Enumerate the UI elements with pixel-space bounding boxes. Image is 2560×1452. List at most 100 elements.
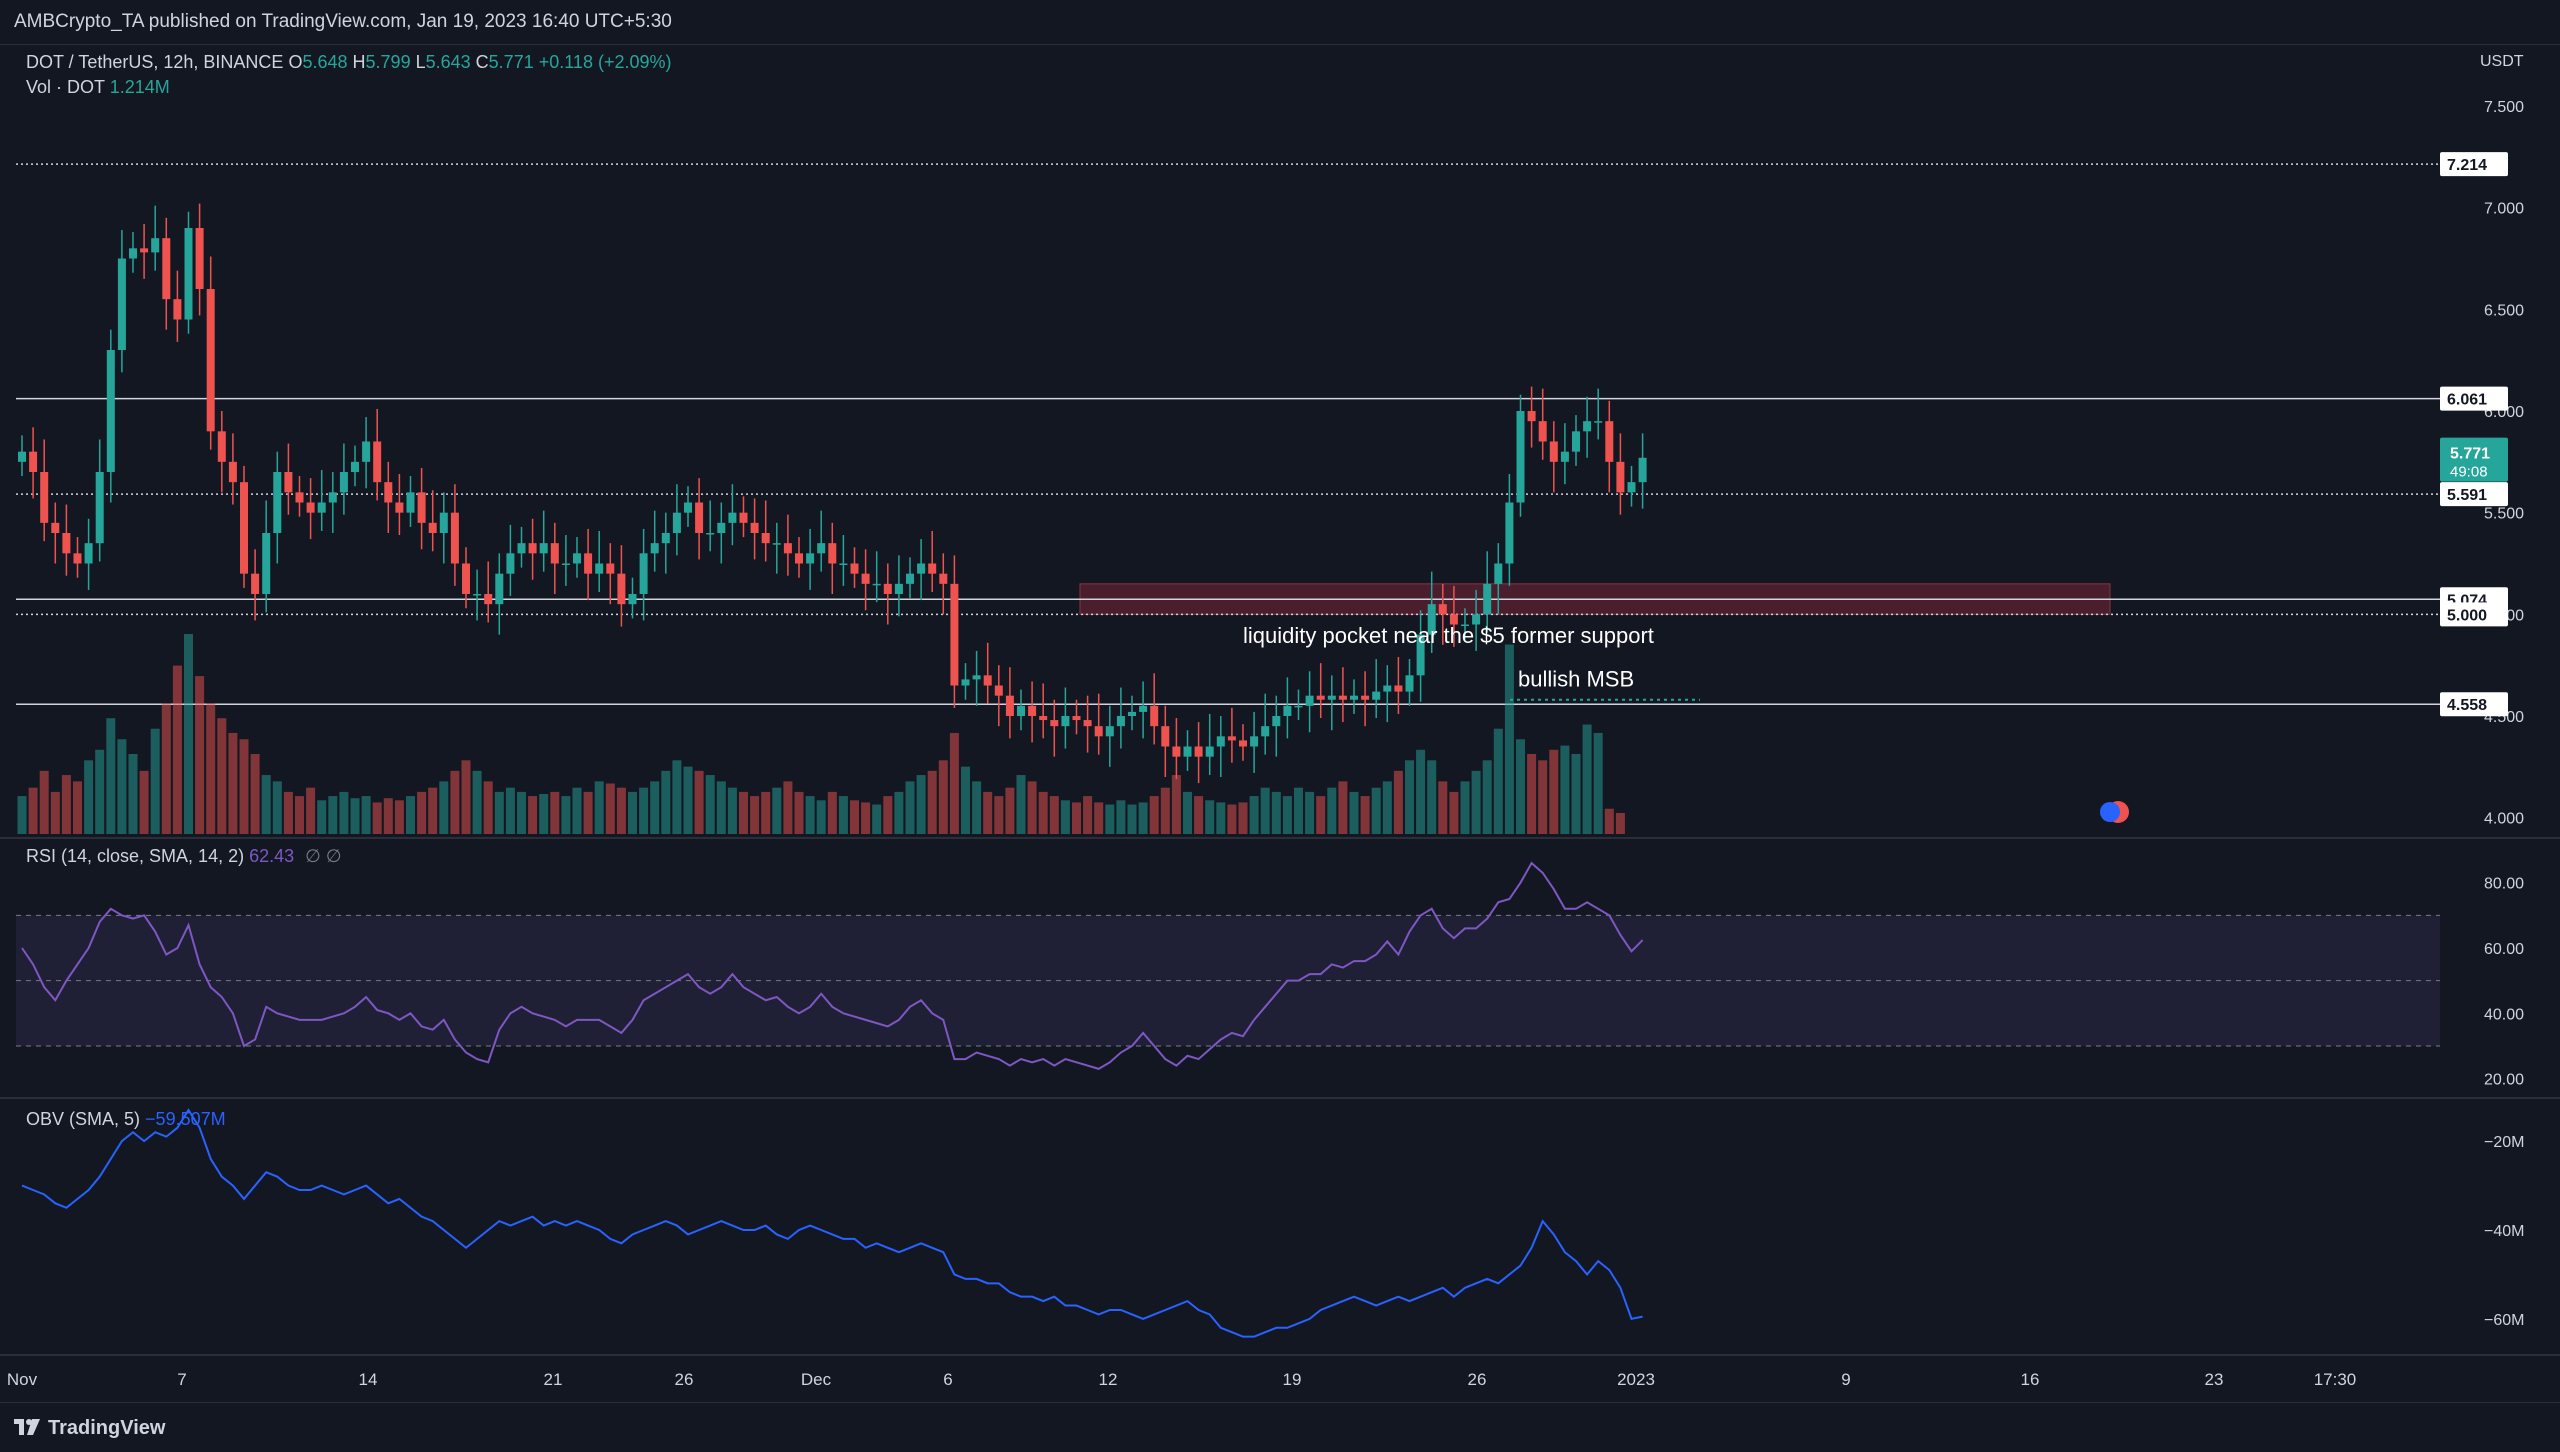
volume-bar	[428, 787, 438, 834]
candle-body	[1416, 634, 1425, 676]
candle-body	[994, 685, 1003, 696]
rsi-legend[interactable]: RSI (14, close, SMA, 14, 2) 62.43 ∅ ∅	[26, 846, 342, 867]
volume-bar	[1116, 800, 1126, 834]
candle-body	[1216, 736, 1225, 747]
rsi-pane[interactable]: 80.00 60.00 40.00 20.00	[16, 861, 2524, 1089]
candle-body	[117, 258, 126, 350]
candle-body	[861, 573, 870, 584]
tradingview-logo-icon	[14, 1419, 40, 1435]
volume-bar	[1416, 749, 1426, 834]
volume-bar	[816, 800, 826, 834]
candle-body	[162, 238, 171, 300]
symbol-label[interactable]: DOT / TetherUS, 12h, BINANCE	[26, 52, 284, 72]
level-label: 4.558	[2447, 697, 2487, 714]
candle-body	[806, 553, 815, 564]
candle-body	[783, 543, 792, 554]
volume-bar	[339, 791, 349, 834]
volume-bar	[1571, 754, 1581, 834]
candle-body	[1461, 624, 1469, 626]
time-tick-label: 12	[1099, 1370, 1118, 1389]
candle-body	[1150, 705, 1159, 727]
volume-bar	[1105, 804, 1115, 834]
volume-bar	[1049, 796, 1059, 834]
candle-body	[51, 522, 60, 533]
brand-label: TradingView	[48, 1417, 166, 1439]
candle-body	[284, 472, 293, 493]
volume-bar	[1438, 781, 1448, 834]
obv-pane[interactable]: −20M −40M −60M	[21, 1108, 2524, 1338]
candle-body	[228, 461, 237, 483]
horizontal-levels[interactable]	[16, 163, 2440, 705]
volume-bar	[184, 634, 193, 834]
candle-body	[29, 451, 38, 472]
volume-bar	[328, 796, 338, 834]
axis-currency: USDT	[2480, 53, 2524, 70]
candle-body	[1283, 705, 1292, 716]
time-tick-label: 19	[1283, 1370, 1302, 1389]
volume-bars	[17, 634, 1625, 834]
candle-body	[450, 512, 459, 564]
candle-body	[328, 492, 337, 503]
candle-body	[672, 512, 681, 533]
candle-body	[373, 441, 382, 483]
volume-bar	[1038, 791, 1048, 834]
volume-bar	[1194, 796, 1204, 834]
time-tick-label: Dec	[801, 1370, 832, 1389]
volume-bar	[172, 665, 182, 834]
time-axis[interactable]: Nov 7 14 21 26 Dec 6 12 19 26 2023 9 16 23 17:30	[7, 1370, 2356, 1389]
time-tick-label: 6	[943, 1370, 952, 1389]
rsi-tick-label: 60.00	[2484, 941, 2524, 958]
obv-label[interactable]: OBV (SMA, 5)	[26, 1109, 141, 1129]
candle-body	[1316, 695, 1325, 700]
volume-bar	[117, 739, 127, 834]
volume-bar	[894, 791, 904, 834]
candle-body	[573, 553, 581, 564]
candle-body	[484, 594, 493, 605]
candle-body	[739, 512, 748, 523]
volume-bar	[672, 760, 682, 834]
low-value: 5.643	[425, 52, 471, 72]
obv-legend[interactable]: OBV (SMA, 5) −59.507M	[26, 1109, 226, 1130]
price-axis[interactable]: USDT7.5007.0006.5006.0005.5005.0004.5004…	[2100, 53, 2524, 828]
level-label-box	[2440, 386, 2508, 411]
candle-body	[495, 573, 504, 605]
volume-bar	[295, 796, 304, 834]
countdown-label: 49:08	[2450, 464, 2488, 481]
volume-label[interactable]: Vol · DOT	[26, 77, 105, 97]
volume-legend[interactable]: Vol · DOT 1.214M	[26, 77, 170, 98]
price-tick-label: 7.500	[2484, 99, 2524, 116]
annotations[interactable]: liquidity pocket near the $5 former supp…	[1243, 623, 1700, 701]
candle-body	[839, 563, 848, 565]
candle-body	[894, 583, 903, 594]
candles[interactable]	[18, 203, 1647, 784]
price-legend[interactable]: DOT / TetherUS, 12h, BINANCE O5.648 H5.7…	[26, 52, 672, 73]
candle-body	[1361, 695, 1370, 700]
volume-bar	[128, 754, 138, 834]
volume-bar	[1216, 802, 1226, 834]
volume-bar	[661, 770, 671, 834]
candle-body	[1594, 421, 1603, 423]
rsi-tick-label: 80.00	[2484, 876, 2524, 893]
candle-body	[928, 563, 937, 574]
footer: TradingView	[0, 1402, 2560, 1452]
volume-bar	[1260, 787, 1270, 834]
volume-bar	[150, 728, 160, 834]
volume-bar	[139, 770, 149, 834]
volume-bar	[50, 791, 60, 834]
volume-bar	[1083, 796, 1093, 834]
volume-bar	[1316, 796, 1326, 834]
candle-body	[550, 543, 559, 564]
volume-bar	[461, 760, 471, 834]
candle-body	[1116, 716, 1125, 727]
volume-bar	[1227, 804, 1237, 834]
volume-bar	[994, 796, 1004, 834]
volume-bar	[1160, 787, 1170, 834]
rsi-label[interactable]: RSI (14, close, SMA, 14, 2)	[26, 846, 245, 866]
candle-body	[1427, 604, 1436, 635]
candle-body	[351, 461, 359, 472]
volume-bar	[1582, 724, 1592, 834]
volume-bar	[1615, 812, 1625, 834]
volume-bar	[949, 732, 959, 834]
candle-body	[883, 583, 892, 594]
